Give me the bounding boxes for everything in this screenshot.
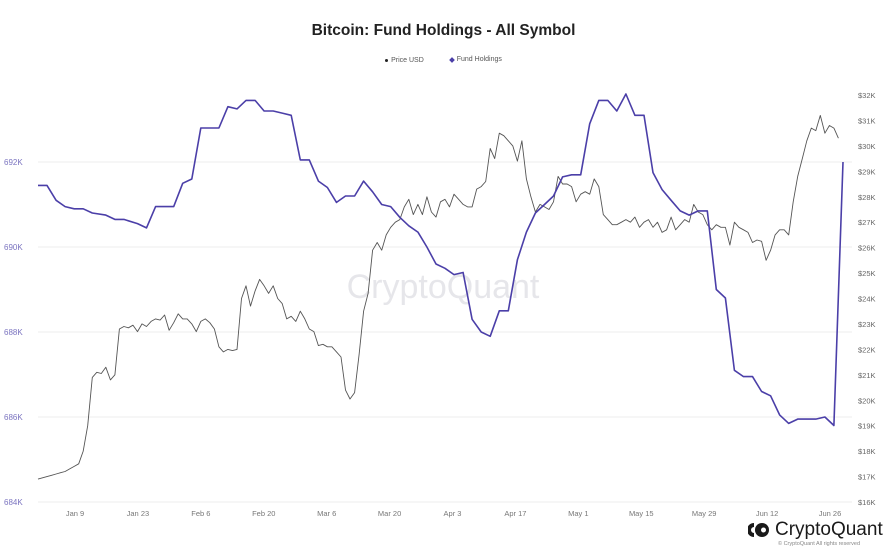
- legend-item-price[interactable]: Price USD: [385, 57, 424, 64]
- y-right-tick: $31K: [858, 116, 876, 125]
- y-right-tick: $16K: [858, 498, 876, 507]
- x-tick: May 15: [629, 509, 654, 518]
- y-right-tick: $26K: [858, 244, 876, 253]
- y-right-tick: $25K: [858, 269, 876, 278]
- x-tick: Mar 20: [378, 509, 401, 518]
- x-tick: Feb 20: [252, 509, 275, 518]
- x-tick: Feb 6: [191, 509, 210, 518]
- y-right-tick: $19K: [858, 422, 876, 431]
- y-left-tick: 684K: [4, 498, 23, 507]
- y-right-tick: $30K: [858, 142, 876, 151]
- x-axis: Jan 9 Jan 23 Feb 6 Feb 20 Mar 6 Mar 20 Apr 3 Ap…: [66, 509, 841, 518]
- y-axis-right: $16K $17K $18K $19K $20K $21K $22K $23K $24K $25K…: [858, 91, 876, 507]
- y-left-tick: 686K: [4, 413, 23, 422]
- legend-label-price: Price USD: [391, 56, 424, 64]
- x-tick: May 29: [692, 509, 717, 518]
- legend-dot-icon: [385, 58, 389, 62]
- brand-name: CryptoQuant: [775, 519, 883, 540]
- cryptoquant-logo-icon: [748, 523, 769, 537]
- y-right-tick: $20K: [858, 396, 876, 405]
- y-right-tick: $17K: [858, 473, 876, 482]
- gridlines: [38, 161, 852, 503]
- y-right-tick: $23K: [858, 320, 876, 329]
- y-right-tick: $18K: [858, 447, 876, 456]
- x-tick: Jan 9: [66, 509, 84, 518]
- x-tick: Jan 23: [127, 509, 150, 518]
- legend-label-holdings: Fund Holdings: [456, 56, 502, 63]
- x-tick: Apr 3: [444, 509, 462, 518]
- y-left-tick: 688K: [4, 328, 23, 337]
- brand-logo: CryptoQuant: [748, 519, 883, 541]
- x-tick: Jun 26: [819, 509, 842, 518]
- x-tick: Jun 12: [756, 509, 779, 518]
- x-tick: Mar 6: [317, 509, 336, 518]
- y-right-tick: $28K: [858, 193, 876, 202]
- x-tick: Apr 17: [504, 509, 526, 518]
- copyright-text: © CryptoQuant All rights reserved: [778, 541, 861, 547]
- price-usd-line: [37, 114, 839, 480]
- x-tick: May 1: [568, 509, 588, 518]
- chart-legend: Price USD Fund Holdings: [0, 56, 887, 64]
- y-axis-left: 684K 686K 688K 690K 692K: [4, 158, 23, 507]
- y-right-tick: $22K: [858, 345, 876, 354]
- y-right-tick: $27K: [858, 218, 876, 227]
- y-right-tick: $29K: [858, 167, 876, 176]
- y-left-tick: 690K: [4, 243, 23, 252]
- legend-item-holdings[interactable]: Fund Holdings: [448, 56, 502, 63]
- fund-holdings-line: [38, 93, 844, 427]
- y-right-tick: $32K: [858, 91, 876, 100]
- y-right-tick: $24K: [858, 295, 876, 304]
- watermark: CryptoQuant: [347, 268, 540, 306]
- chart-title: Bitcoin: Fund Holdings - All Symbol: [311, 22, 576, 39]
- y-right-tick: $21K: [858, 371, 876, 380]
- y-left-tick: 692K: [4, 158, 23, 167]
